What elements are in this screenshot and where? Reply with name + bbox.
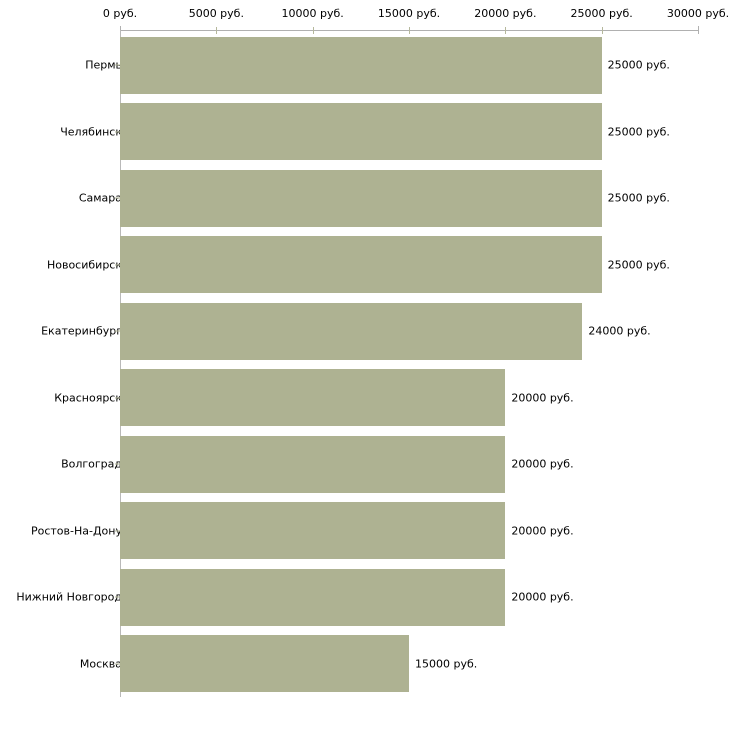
category-label: Пермь (85, 58, 122, 72)
category-label: Волгоград (61, 457, 122, 471)
category-label: Екатеринбург (41, 324, 122, 338)
bar[interactable] (120, 435, 506, 493)
y-axis-line (120, 30, 121, 697)
category-label: Новосибирск (46, 258, 122, 272)
bar-row: Самара 25000 руб. (0, 165, 730, 232)
bar-value-label: 20000 руб. (511, 391, 574, 405)
y-axis-tick (115, 131, 120, 133)
y-axis-tick (115, 197, 120, 199)
x-axis-tick (312, 27, 314, 34)
x-axis-tick-label: 30000 руб. (666, 7, 730, 20)
bar[interactable] (120, 302, 583, 360)
bar-value-label: 25000 руб. (607, 125, 670, 139)
y-axis-tick (115, 397, 120, 399)
x-axis-tick-label: 20000 руб. (474, 7, 537, 20)
bar[interactable] (120, 103, 602, 161)
bar-value-label: 25000 руб. (607, 258, 670, 272)
x-axis-tick (505, 27, 507, 34)
y-axis-tick (115, 663, 120, 665)
bar-row: Пермь 25000 руб. (0, 32, 730, 99)
y-axis-tick (115, 330, 120, 332)
category-label: Москва (79, 657, 122, 671)
x-axis-tick-label: 0 руб. (102, 7, 138, 20)
x-axis-tick (216, 27, 218, 34)
bar[interactable] (120, 36, 602, 94)
x-axis: 0 руб. 5000 руб. 10000 руб. 15000 руб. 20000… (0, 0, 730, 34)
bar[interactable] (120, 369, 506, 427)
category-label: Ростов-На-Дону (30, 524, 122, 538)
x-axis-tick-label: 15000 руб. (377, 7, 441, 20)
bar[interactable] (120, 169, 602, 227)
bar-row: Нижний Новгород 20000 руб. (0, 564, 730, 631)
bar-row: Красноярск 20000 руб. (0, 365, 730, 432)
bar-value-label: 15000 руб. (415, 657, 478, 671)
bar-value-label: 25000 руб. (607, 58, 670, 72)
y-axis-tick (115, 463, 120, 465)
bar-value-label: 20000 руб. (511, 457, 574, 471)
y-axis-tick (115, 64, 120, 66)
bar[interactable] (120, 236, 602, 294)
bar-row: Екатеринбург 24000 руб. (0, 298, 730, 365)
x-axis-tick (698, 26, 699, 34)
bar[interactable] (120, 568, 506, 626)
x-axis-tick (409, 27, 410, 34)
bar-row: Ростов-На-Дону 20000 руб. (0, 498, 730, 565)
bar-value-label: 20000 руб. (511, 524, 574, 538)
bar-value-label: 25000 руб. (607, 191, 670, 205)
bar-row: Москва 15000 руб. (0, 631, 730, 698)
bar-row: Волгоград 20000 руб. (0, 431, 730, 498)
plot-area: Пермь 25000 руб. Челябинск 25000 руб. Самара… (0, 32, 730, 697)
bar-row: Челябинск 25000 руб. (0, 99, 730, 166)
y-axis-tick (115, 530, 120, 532)
category-label: Самара (78, 191, 122, 205)
x-axis-tick-label: 10000 руб. (281, 7, 344, 20)
category-label: Челябинск (60, 125, 122, 139)
bar-value-label: 20000 руб. (511, 590, 574, 604)
bar[interactable] (120, 635, 409, 693)
y-axis-tick (115, 596, 120, 598)
x-axis-tick-label: 25000 руб. (570, 7, 633, 20)
y-axis-tick (115, 264, 120, 266)
x-axis-tick (601, 27, 603, 34)
category-label: Нижний Новгород (16, 590, 122, 604)
bar-value-label: 24000 руб. (588, 324, 651, 338)
category-label: Красноярск (54, 391, 122, 405)
x-axis-tick-label: 5000 руб. (188, 7, 244, 20)
bar-row: Новосибирск 25000 руб. (0, 232, 730, 299)
bar[interactable] (120, 502, 506, 560)
